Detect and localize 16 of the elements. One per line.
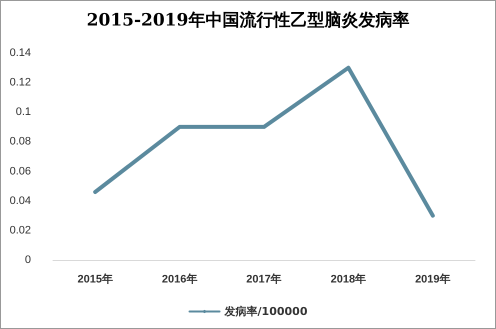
x-tick-label: 2017年 [246, 272, 282, 286]
y-tick-label: 0.12 [10, 76, 31, 89]
y-tick-label: 0.02 [10, 224, 31, 236]
x-tick-label: 2019年 [415, 272, 451, 286]
y-tick-label: 0 [24, 254, 31, 266]
chart-title: 2015-2019年中国流行性乙型脑炎发病率 [86, 10, 410, 30]
line-series [93, 66, 435, 218]
x-tick-label: 2018年 [330, 272, 366, 286]
legend-label: 发病率/100000 [224, 305, 308, 318]
y-tick-label: 0.14 [10, 47, 31, 59]
y-tick-label: 0.04 [10, 194, 31, 207]
x-tick-label: 2015年 [77, 272, 113, 286]
y-tick-label: 0.06 [10, 165, 31, 178]
y-tick-label: 0.1 [16, 106, 31, 118]
x-tick-label: 2016年 [162, 272, 198, 286]
y-tick-label: 0.08 [10, 136, 31, 148]
